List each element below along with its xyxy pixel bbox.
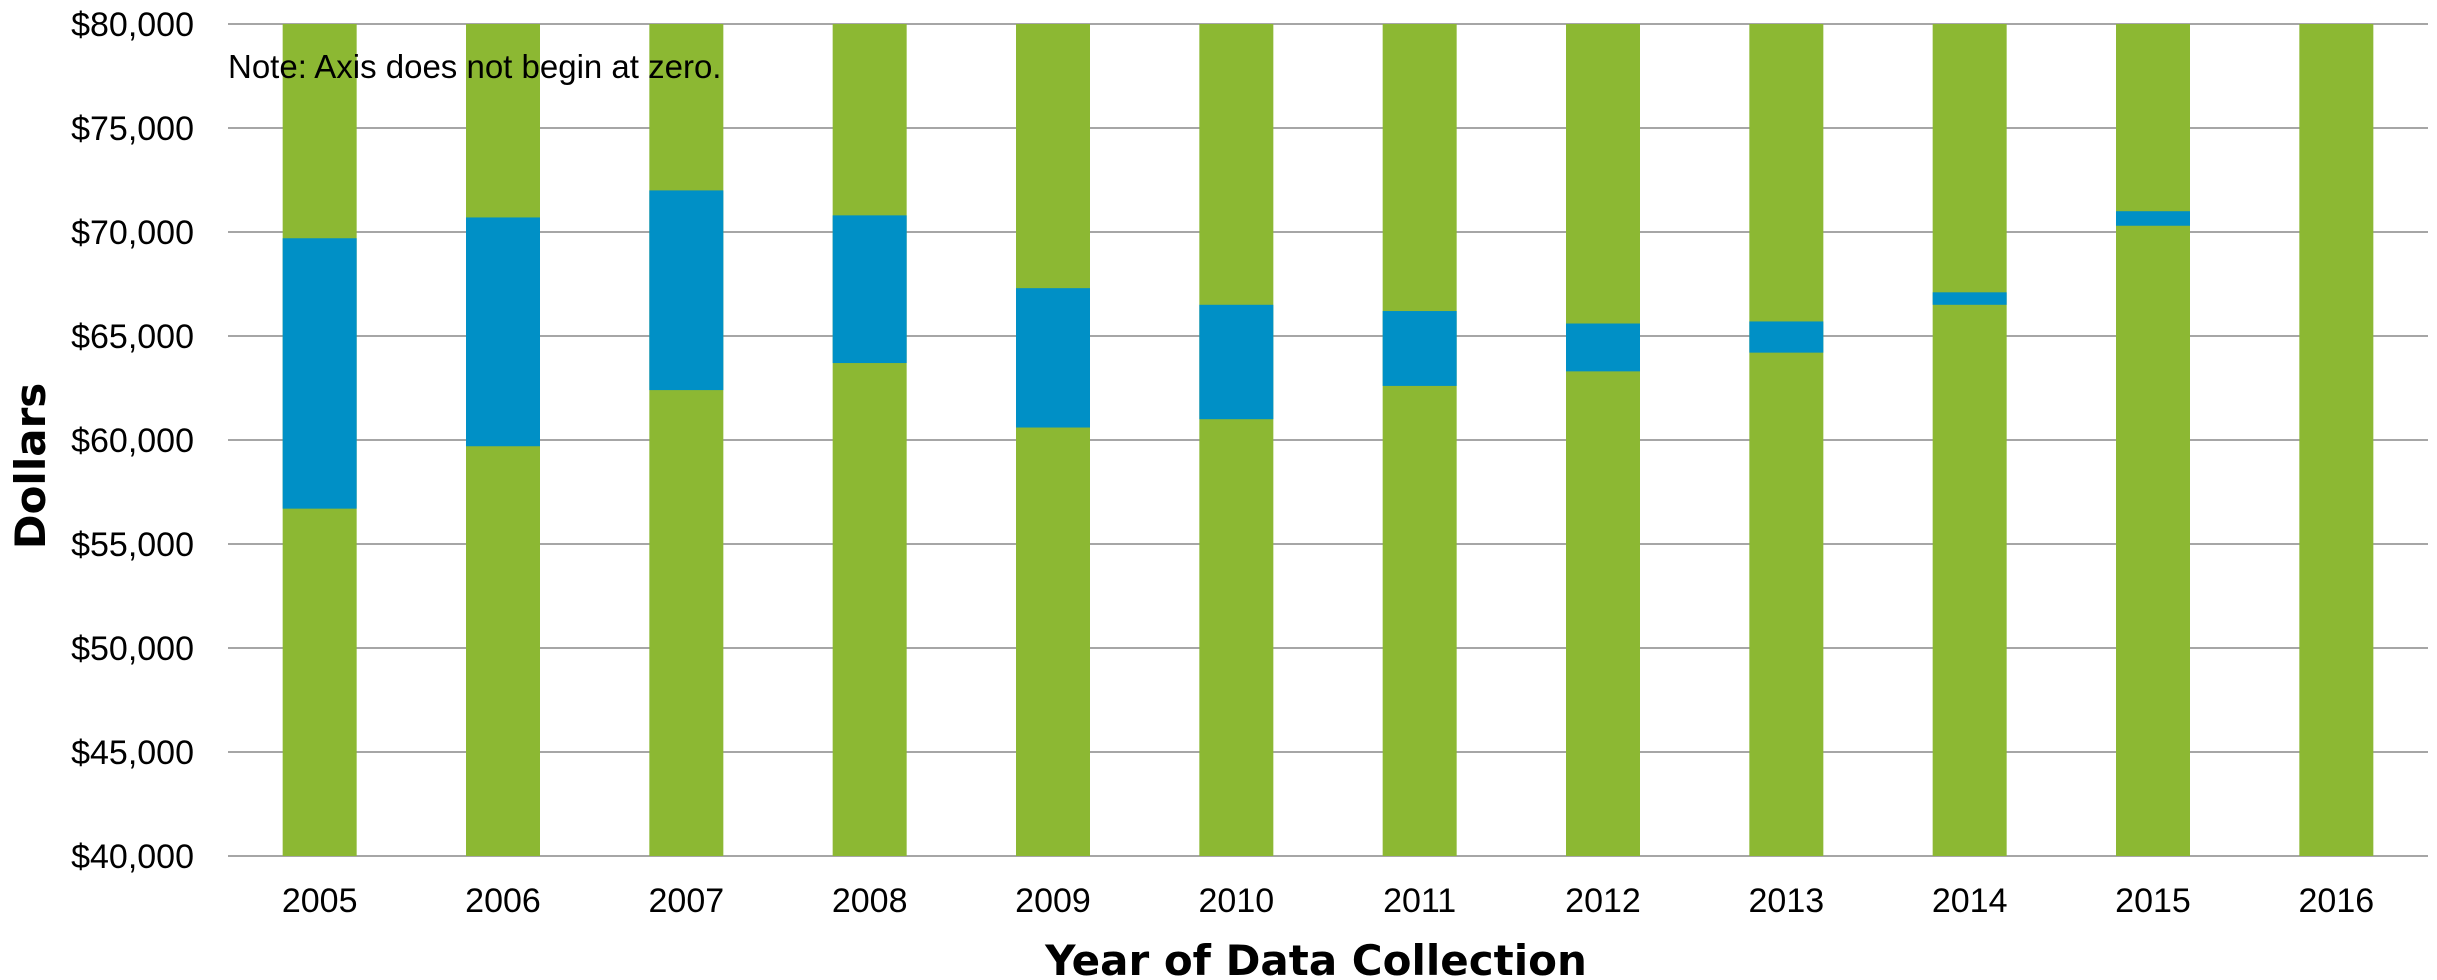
bar-2007-segment-1 (649, 24, 724, 856)
bar-2014-segment-2 (1932, 292, 2007, 305)
x-axis-title: Year of Data Collection (1044, 936, 1587, 980)
y-tick-label: $40,000 (71, 838, 194, 876)
x-tick-label: 2014 (1932, 882, 2008, 920)
x-tick-labels: 2005 2006 2007 2008 2009 2010 2011 2012 2013 2014… (282, 882, 2374, 920)
bar-2013-segment-2 (1749, 321, 1824, 353)
x-tick-label: 2007 (649, 882, 725, 920)
x-tick-label: 2012 (1565, 882, 1641, 920)
gridlines (228, 23, 2428, 857)
x-tick-label: 2013 (1749, 882, 1825, 920)
bar-2008-segment-1 (832, 24, 907, 856)
x-tick-label: 2006 (465, 882, 541, 920)
bar-2007-segment-2 (649, 190, 724, 391)
y-tick-label: $60,000 (71, 422, 194, 460)
bar-2015-segment-2 (2116, 211, 2190, 226)
y-tick-labels: $40,000 $45,000 $50,000 $55,000 $60,000 $65,0… (71, 6, 194, 876)
bar-2011-segment-2 (1382, 311, 1457, 386)
x-tick-label: 2009 (1015, 882, 1091, 920)
bar-2005-segment-2 (282, 238, 357, 509)
bar-2010-segment-1 (1199, 24, 1274, 856)
bar-2013-segment-1 (1749, 24, 1824, 856)
y-tick-label: $45,000 (71, 734, 194, 772)
bar-2006-segment-2 (466, 217, 540, 447)
y-tick-label: $65,000 (71, 318, 194, 356)
x-tick-label: 2010 (1199, 882, 1275, 920)
y-tick-label: $50,000 (71, 630, 194, 668)
bar-2009-segment-2 (1016, 288, 1090, 428)
bar-2012-segment-1 (1566, 24, 1640, 856)
axis-note: Note: Axis does not begin at zero. (228, 48, 721, 85)
bar-2014-segment-1 (1932, 24, 2007, 856)
bar-2011-segment-1 (1382, 24, 1457, 856)
bars (282, 24, 2374, 856)
x-tick-label: 2015 (2115, 882, 2191, 920)
bar-2016-segment-1 (2299, 24, 2374, 856)
y-axis-title: Dollars (6, 383, 55, 550)
y-tick-label: $55,000 (71, 526, 194, 564)
bar-2015-segment-1 (2116, 24, 2190, 856)
x-tick-label: 2016 (2299, 882, 2375, 920)
bar-2009-segment-1 (1016, 24, 1090, 856)
bar-2010-segment-2 (1199, 304, 1274, 420)
x-tick-label: 2005 (282, 882, 358, 920)
x-tick-label: 2011 (1383, 882, 1456, 920)
bar-2012-segment-2 (1566, 323, 1640, 372)
bar-2008-segment-2 (832, 215, 907, 364)
x-tick-label: 2008 (832, 882, 908, 920)
y-tick-label: $80,000 (71, 6, 194, 44)
y-tick-label: $75,000 (71, 110, 194, 148)
y-tick-label: $70,000 (71, 214, 194, 252)
